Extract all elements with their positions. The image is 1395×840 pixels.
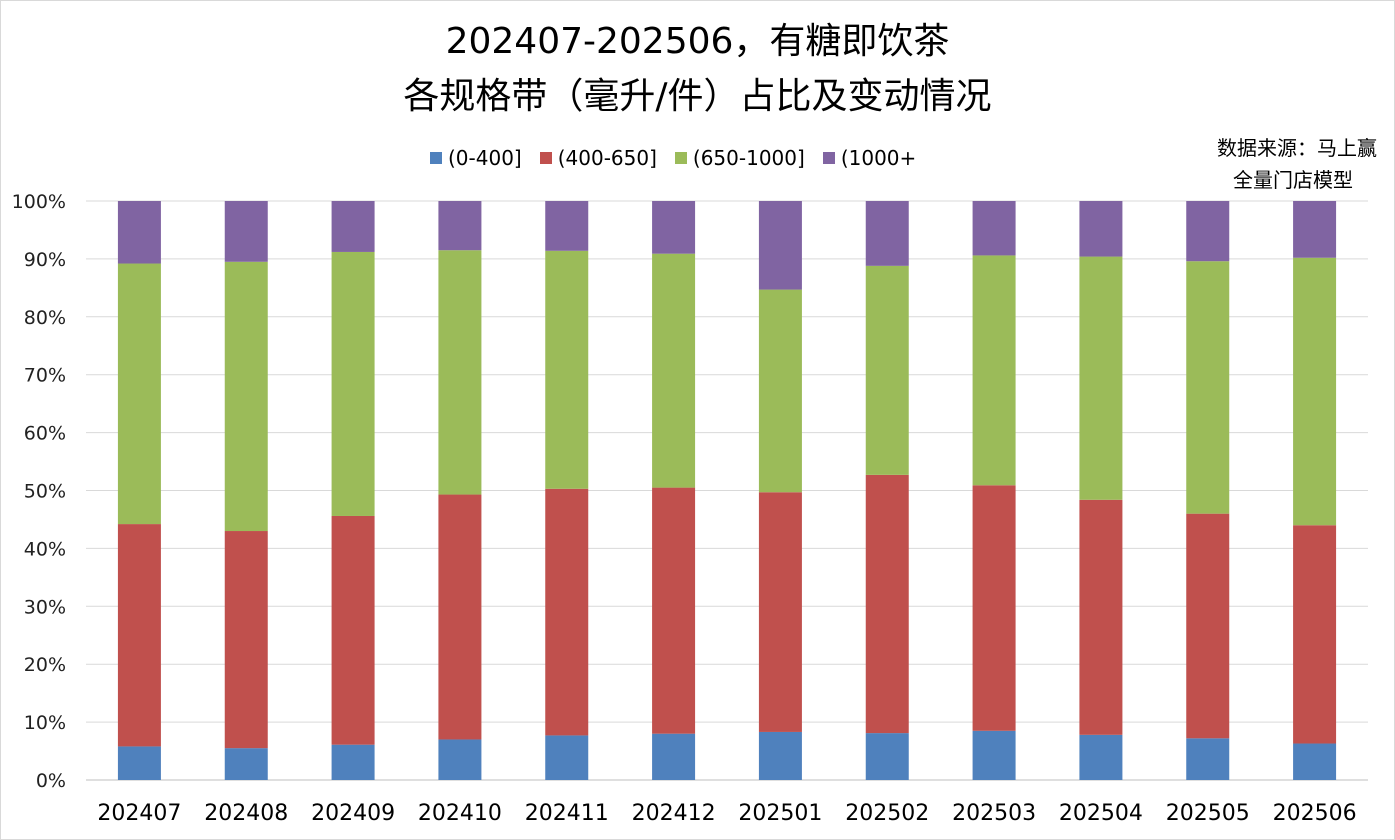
bar-segment: [1293, 257, 1337, 526]
bar-segment: [438, 739, 482, 780]
bar-segment: [1186, 201, 1230, 262]
bar-segment: [758, 289, 802, 493]
y-tick-label: 80%: [24, 307, 66, 329]
bar-segment: [117, 746, 161, 780]
bar-segment: [545, 735, 589, 780]
legend: (0-400] (400-650] (650-1000] (1000+: [430, 146, 916, 170]
chart-title-line2: 各规格带（毫升/件）占比及变动情况: [403, 76, 992, 117]
source-note-line2: 全量门店模型: [1233, 168, 1353, 192]
x-tick-label: 202506: [1273, 801, 1357, 826]
bar-segment: [652, 201, 696, 254]
bar-segment: [1186, 738, 1230, 780]
y-tick-label: 90%: [24, 249, 66, 271]
y-tick-label: 0%: [36, 770, 66, 792]
bar-segment: [545, 250, 589, 489]
x-tick-label: 202501: [738, 801, 822, 826]
bar-segment: [972, 730, 1016, 780]
y-tick-label: 10%: [24, 712, 66, 734]
bar-segment: [117, 201, 161, 264]
legend-swatch: [430, 152, 442, 164]
y-tick-label: 100%: [12, 191, 66, 213]
y-tick-label: 20%: [24, 654, 66, 676]
bar-segment: [1079, 256, 1123, 500]
x-tick-label: 202408: [204, 801, 288, 826]
bar-segment: [331, 515, 375, 745]
bar-segment: [331, 251, 375, 516]
bar-segment: [865, 733, 909, 780]
bar-segment: [865, 474, 909, 734]
bar-segment: [331, 201, 375, 252]
y-tick-label: 30%: [24, 596, 66, 618]
bar-segment: [865, 265, 909, 475]
legend-swatch: [822, 152, 835, 164]
bar-segment: [117, 263, 161, 525]
legend-swatch: [539, 152, 552, 164]
chart-title-line1: 202407-202506，有糖即饮茶: [445, 21, 950, 62]
bar-segment: [438, 250, 482, 495]
x-tick-label: 202407: [97, 801, 181, 826]
bar-segment: [972, 201, 1016, 256]
x-tick-label: 202409: [311, 801, 395, 826]
bar-segment: [758, 201, 802, 290]
bar-segment: [117, 524, 161, 747]
bar-segment: [865, 201, 909, 266]
x-tick-label: 202502: [845, 801, 929, 826]
y-tick-label: 70%: [24, 365, 66, 387]
legend-item: (400-650]: [539, 146, 657, 170]
bar-segment: [224, 531, 268, 749]
bar-segment: [652, 253, 696, 488]
bar-segment: [545, 488, 589, 736]
bar-segment: [224, 748, 268, 780]
bar-segment: [1186, 513, 1230, 739]
bar-segment: [331, 744, 375, 780]
bar-segment: [545, 201, 589, 251]
bar-segment: [1079, 734, 1123, 780]
bar-segment: [438, 494, 482, 740]
bar-segment: [1293, 525, 1337, 744]
x-tick-label: 202505: [1166, 801, 1250, 826]
bar-segment: [972, 485, 1016, 731]
bar-segment: [1293, 201, 1337, 258]
bar-segment: [224, 261, 268, 532]
source-note-line1: 数据来源：马上赢: [1217, 136, 1377, 160]
legend-item: (650-1000]: [674, 146, 805, 170]
x-tick-label: 202412: [632, 801, 716, 826]
x-tick-label: 202411: [525, 801, 609, 826]
bar-segment: [1186, 261, 1230, 514]
bar-segment: [758, 492, 802, 732]
y-tick-label: 40%: [24, 538, 66, 560]
bar-segment: [1293, 743, 1337, 780]
bar-segment: [1079, 499, 1123, 735]
x-tick-label: 202410: [418, 801, 502, 826]
bar-segment: [758, 731, 802, 780]
x-tick-label: 202503: [952, 801, 1036, 826]
legend-item: (0-400]: [430, 146, 522, 170]
legend-item: (1000+: [822, 146, 917, 170]
legend-swatch: [674, 152, 687, 164]
x-tick-label: 202504: [1059, 801, 1143, 826]
bar-segment: [652, 733, 696, 780]
bar-segment: [1079, 201, 1123, 257]
legend-label: (1000+: [840, 146, 917, 170]
bar-segment: [224, 201, 268, 262]
bar-segment: [972, 255, 1016, 486]
bar-segment: [438, 201, 482, 251]
legend-label: (650-1000]: [692, 146, 805, 170]
y-tick-label: 50%: [24, 481, 66, 503]
legend-label: (400-650]: [557, 146, 657, 170]
y-tick-label: 60%: [24, 423, 66, 445]
legend-label: (0-400]: [448, 146, 522, 170]
bar-segment: [652, 487, 696, 734]
